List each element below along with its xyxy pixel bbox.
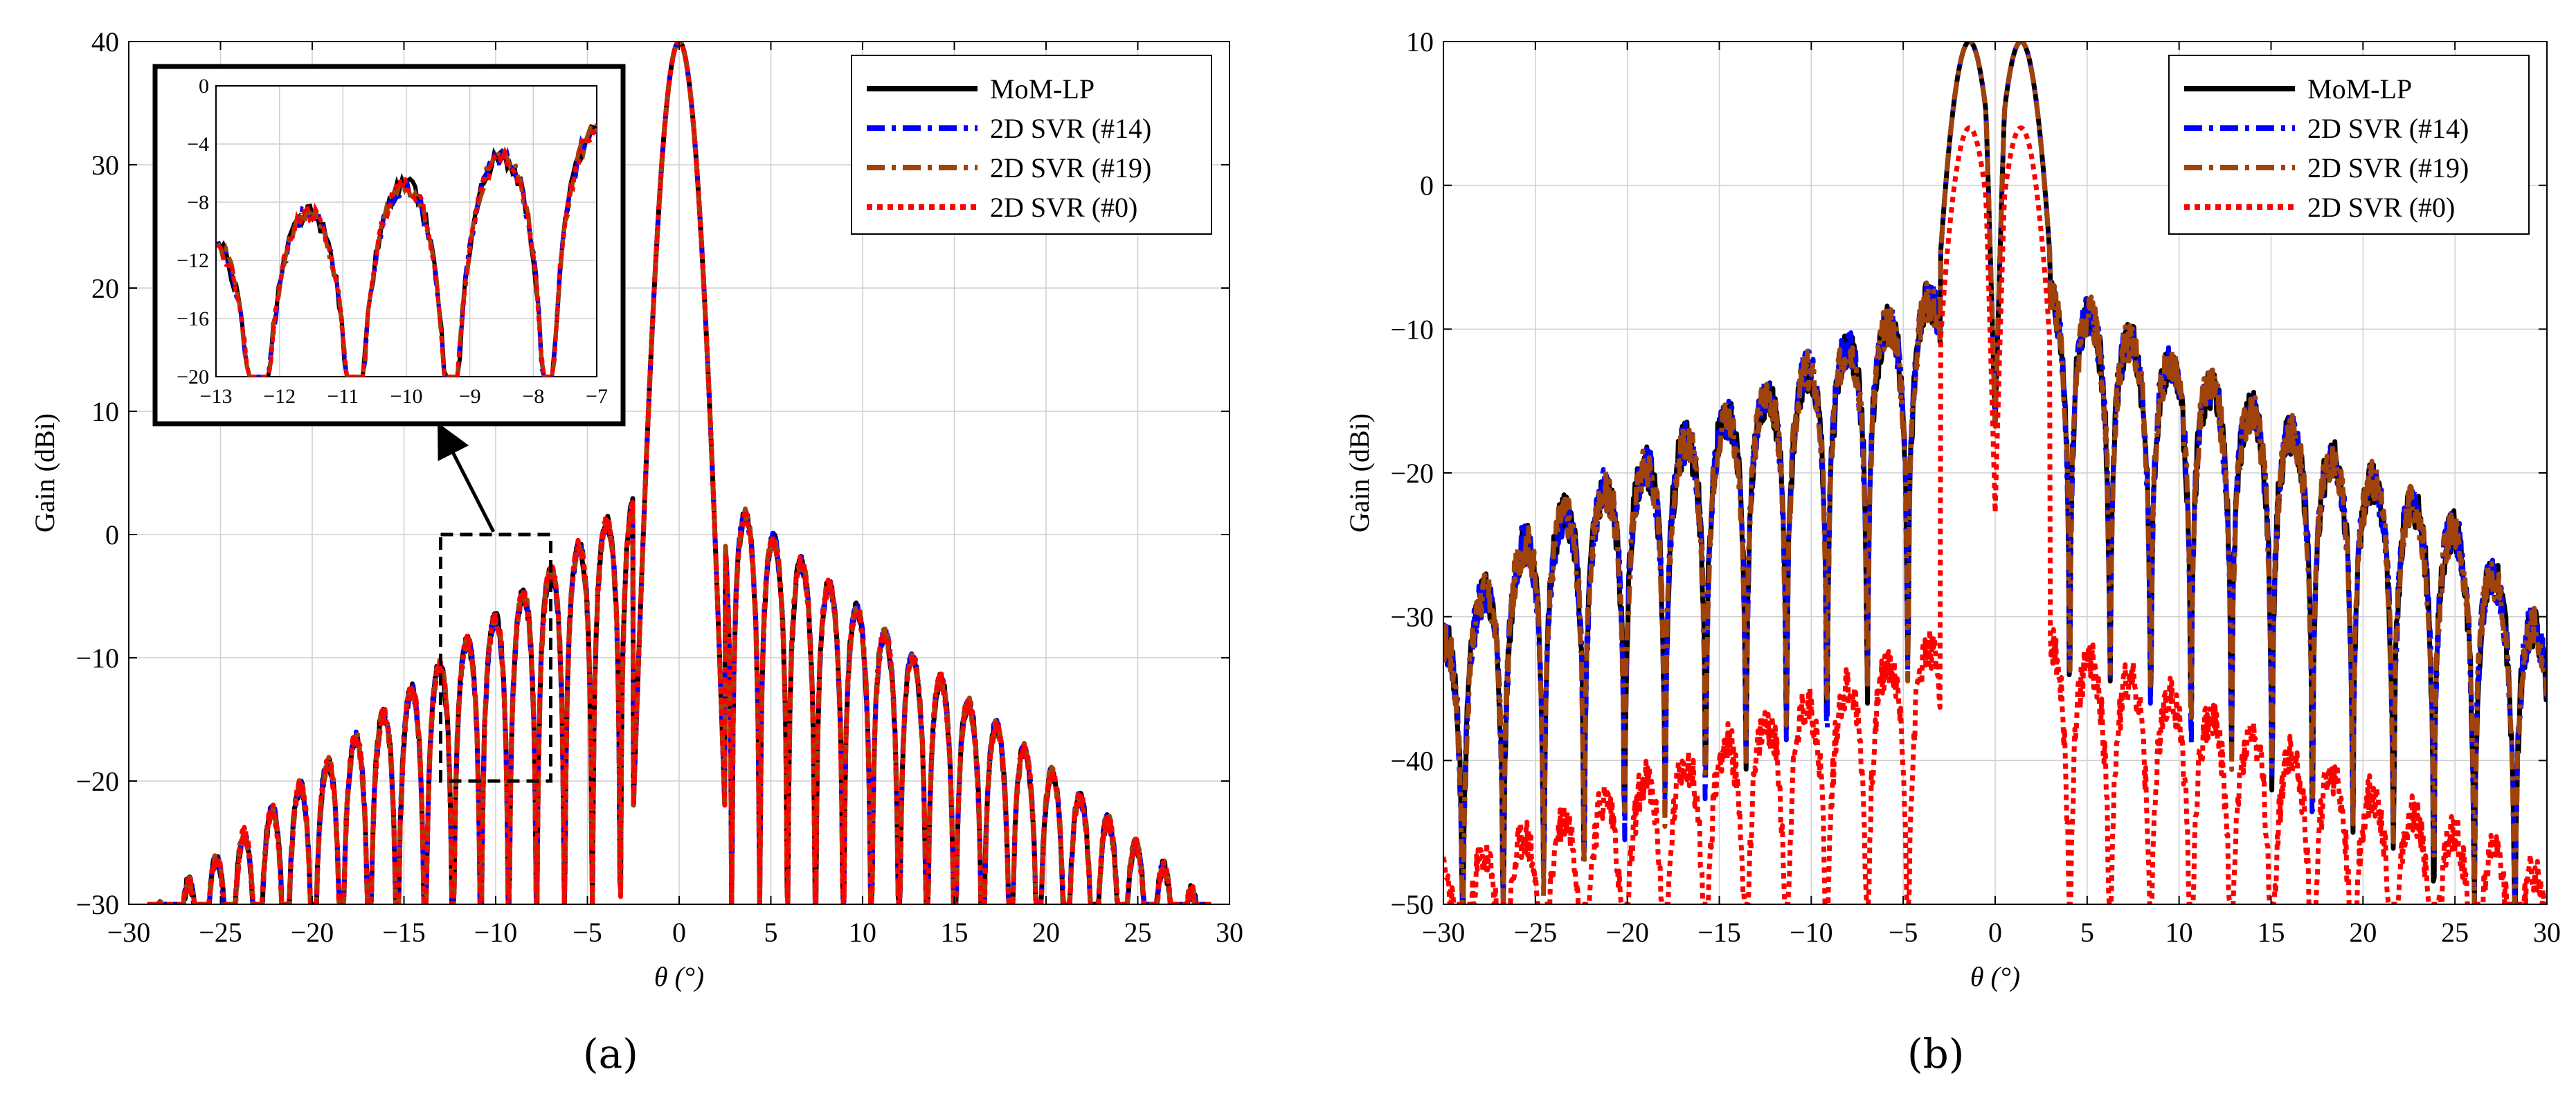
y-tick-label: 20 — [91, 273, 119, 304]
x-axis-label-a: θ (°) — [654, 961, 704, 992]
ticks-a: −30 −25 −20 −15 −10 −5 0 5 10 15 20 25 30 −30 −20 −10 0 1… — [75, 26, 1243, 948]
x-tick-label: −10 — [1790, 917, 1833, 948]
legend-label-3: 2D SVR (#0) — [990, 192, 1137, 223]
x-tick-label: 30 — [2533, 917, 2561, 948]
x-tick-label: −20 — [291, 917, 334, 948]
x-tick-label: −15 — [382, 917, 426, 948]
chart-b: −30 −25 −20 −15 −10 −5 0 5 10 15 20 25 30−50−40−30−2… — [1344, 26, 2561, 992]
y-tick-label: 30 — [91, 150, 119, 181]
legend-a: MoM-LP 2D SVR (#14) 2D SVR (#19) 2D SVR (#0… — [851, 55, 1212, 235]
y-tick-label: −10 — [1390, 314, 1434, 345]
legend-label-0: MoM-LP — [2307, 73, 2412, 105]
inset-x-tick-label: −13 — [200, 385, 233, 408]
y-tick-label: −20 — [1390, 458, 1434, 489]
y-tick-label: −20 — [75, 766, 119, 797]
x-tick-label: −20 — [1605, 917, 1649, 948]
x-tick-label: 30 — [1216, 917, 1243, 948]
inset-x-tick-label: −11 — [327, 385, 359, 408]
x-tick-label: 25 — [1124, 917, 1152, 948]
y-tick-label: −50 — [1390, 889, 1434, 920]
inset-x-tick-label: −7 — [586, 385, 608, 408]
inset-series — [216, 120, 597, 377]
zoom-region-box — [439, 532, 552, 783]
x-tick-label: 0 — [1988, 917, 2002, 948]
ticks-b: −30 −25 −20 −15 −10 −5 0 5 10 15 20 25 30−50−40−30−2… — [1390, 26, 2561, 948]
x-tick-label: 10 — [849, 917, 876, 948]
series-line-3 — [145, 42, 1213, 904]
inset-y-tick-label: −12 — [177, 249, 209, 272]
inset-x-tick-label: −10 — [390, 385, 423, 408]
y-tick-label: 0 — [105, 519, 119, 550]
legend-b: MoM-LP 2D SVR (#14) 2D SVR (#19) 2D SVR (#0… — [2168, 55, 2530, 235]
x-tick-label: −10 — [474, 917, 518, 948]
x-tick-label: 5 — [764, 917, 778, 948]
x-tick-label: 15 — [2258, 917, 2285, 948]
x-tick-label: −30 — [107, 917, 151, 948]
inset-x-tick-label: −9 — [459, 385, 481, 408]
y-tick-label: 40 — [91, 26, 119, 57]
chart-a: −30 −25 −20 −15 −10 −5 0 5 10 15 20 25 30 −30 −20 −10 0 1… — [29, 26, 1243, 992]
y-tick-label: 10 — [91, 396, 119, 427]
zoom-arrow — [438, 422, 496, 533]
legend-label-2: 2D SVR (#19) — [2307, 152, 2469, 183]
legend-label-1: 2D SVR (#14) — [990, 113, 1151, 144]
y-axis-label-a: Gain (dBi) — [29, 413, 60, 532]
x-tick-label: 10 — [2165, 917, 2193, 948]
inset-series-line-3 — [216, 123, 597, 377]
x-tick-label: 20 — [2349, 917, 2377, 948]
x-tick-label: 20 — [1032, 917, 1060, 948]
y-axis-label-b: Gain (dBi) — [1344, 413, 1375, 532]
inset-y-tick-label: −16 — [177, 307, 209, 330]
y-tick-label: 0 — [1420, 170, 1434, 201]
inset-x-tick-label: −8 — [522, 385, 544, 408]
y-tick-label: −30 — [1390, 602, 1434, 633]
panel-label-b: (b) — [1907, 1030, 1965, 1077]
legend-label-2: 2D SVR (#19) — [990, 152, 1151, 183]
plot-area-a — [145, 42, 1213, 904]
x-tick-label: 25 — [2441, 917, 2469, 948]
legend-label-0: MoM-LP — [990, 73, 1095, 105]
x-tick-label: 0 — [672, 917, 686, 948]
x-tick-label: 15 — [941, 917, 969, 948]
inset-x-tick-label: −12 — [263, 385, 296, 408]
x-tick-label: −30 — [1422, 917, 1466, 948]
series-line-3 — [1443, 125, 2547, 904]
y-tick-label: −10 — [75, 643, 119, 674]
x-tick-label: −5 — [573, 917, 602, 948]
panel-label-a: (a) — [583, 1030, 638, 1077]
x-axis-label-b: θ (°) — [1970, 961, 2020, 992]
y-tick-label: 10 — [1406, 26, 1434, 57]
inset-plot: −13 −12 −11 −10 −9 −8 −7 −20 −16 −12 −8 −4 0 — [152, 64, 626, 427]
y-tick-label: −40 — [1390, 745, 1434, 776]
x-tick-label: −25 — [1514, 917, 1558, 948]
plot-area-b — [1443, 42, 2547, 904]
inset-y-tick-label: −20 — [177, 366, 209, 388]
legend-label-3: 2D SVR (#0) — [2307, 192, 2455, 223]
x-tick-label: −15 — [1697, 917, 1741, 948]
x-tick-label: −5 — [1889, 917, 1918, 948]
x-tick-label: 5 — [2080, 917, 2094, 948]
inset-y-tick-label: 0 — [199, 75, 209, 98]
y-tick-label: −30 — [75, 889, 119, 920]
inset-frame — [152, 64, 626, 427]
legend-label-1: 2D SVR (#14) — [2307, 113, 2469, 144]
inset-axes-frame — [215, 85, 597, 377]
inset-y-tick-label: −8 — [187, 191, 209, 214]
inset-y-tick-label: −4 — [187, 133, 209, 156]
x-tick-label: −25 — [199, 917, 242, 948]
